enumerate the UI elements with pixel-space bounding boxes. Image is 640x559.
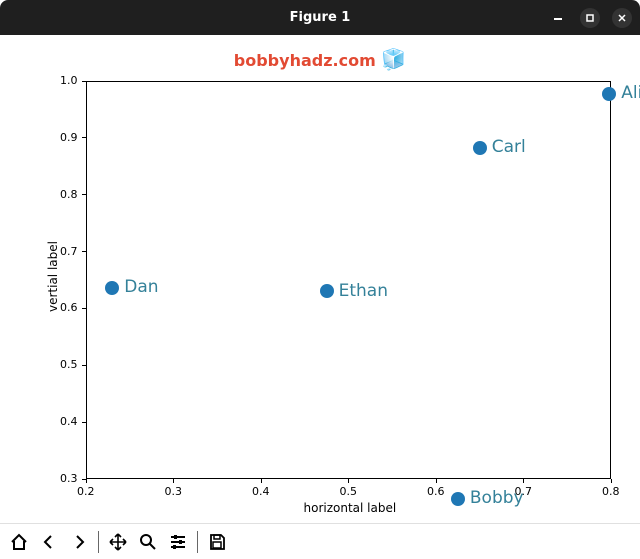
configure-button[interactable]	[165, 529, 191, 555]
xtick	[523, 479, 524, 483]
close-icon	[617, 13, 627, 23]
figure-area: bobbyhadz.com 🧊 0.20.30.40.50.60.70.80.3…	[0, 35, 640, 523]
ytick-label: 0.9	[60, 131, 78, 144]
scatter-point	[320, 284, 334, 298]
maximize-icon	[585, 13, 595, 23]
xtick-label: 0.3	[165, 485, 183, 498]
ytick-label: 0.7	[60, 245, 78, 258]
titlebar: Figure 1	[0, 0, 640, 35]
mpl-toolbar	[0, 523, 640, 559]
xtick	[348, 479, 349, 483]
ytick	[82, 137, 86, 138]
figure-window: Figure 1 bobbyhadz.com 🧊 0.20.30.40.50.6…	[0, 0, 640, 559]
scatter-point	[105, 281, 119, 295]
ytick-label: 0.3	[60, 472, 78, 485]
suptitle-text: bobbyhadz.com	[234, 51, 382, 70]
ytick	[82, 194, 86, 195]
ytick-label: 0.4	[60, 415, 78, 428]
ytick-label: 1.0	[60, 74, 78, 87]
xtick	[86, 479, 87, 483]
xtick	[173, 479, 174, 483]
window-title: Figure 1	[290, 10, 351, 25]
xtick	[261, 479, 262, 483]
ytick	[82, 308, 86, 309]
xtick-label: 0.6	[427, 485, 445, 498]
scatter-point	[602, 87, 616, 101]
home-button[interactable]	[6, 529, 32, 555]
zoom-button[interactable]	[135, 529, 161, 555]
save-button[interactable]	[204, 529, 230, 555]
xtick-label: 0.5	[340, 485, 358, 498]
ytick	[82, 479, 86, 480]
pan-icon	[108, 532, 128, 552]
point-annotation: Carl	[492, 137, 526, 157]
back-button[interactable]	[36, 529, 62, 555]
ytick	[82, 81, 86, 82]
toolbar-separator	[197, 531, 198, 553]
xlabel: horizontal label	[304, 501, 397, 515]
titlebar-buttons	[548, 0, 632, 35]
point-annotation: Dan	[124, 277, 158, 297]
figure-suptitle: bobbyhadz.com 🧊	[234, 47, 406, 71]
forward-icon	[69, 532, 89, 552]
ytick-label: 0.5	[60, 358, 78, 371]
scatter-point	[473, 141, 487, 155]
zoom-icon	[138, 532, 158, 552]
home-icon	[9, 532, 29, 552]
configure-icon	[168, 532, 188, 552]
ytick	[82, 365, 86, 366]
ylabel: vertial label	[46, 241, 60, 312]
ytick-label: 0.8	[60, 188, 78, 201]
xtick	[611, 479, 612, 483]
save-icon	[207, 532, 227, 552]
back-icon	[39, 532, 59, 552]
xtick-label: 0.4	[252, 485, 270, 498]
xtick-label: 0.8	[602, 485, 620, 498]
point-annotation: Alice	[621, 83, 640, 103]
minimize-button[interactable]	[548, 8, 568, 28]
close-button[interactable]	[612, 8, 632, 28]
point-annotation: Bobby	[470, 488, 524, 508]
toolbar-separator	[98, 531, 99, 553]
forward-button[interactable]	[66, 529, 92, 555]
xtick-label: 0.2	[77, 485, 95, 498]
suptitle-emoji: 🧊	[381, 47, 406, 71]
minimize-icon	[553, 13, 563, 23]
pan-button[interactable]	[105, 529, 131, 555]
point-annotation: Ethan	[339, 281, 388, 301]
xtick	[436, 479, 437, 483]
maximize-button[interactable]	[580, 8, 600, 28]
ytick	[82, 422, 86, 423]
ytick	[82, 251, 86, 252]
ytick-label: 0.6	[60, 301, 78, 314]
scatter-point	[451, 492, 465, 506]
